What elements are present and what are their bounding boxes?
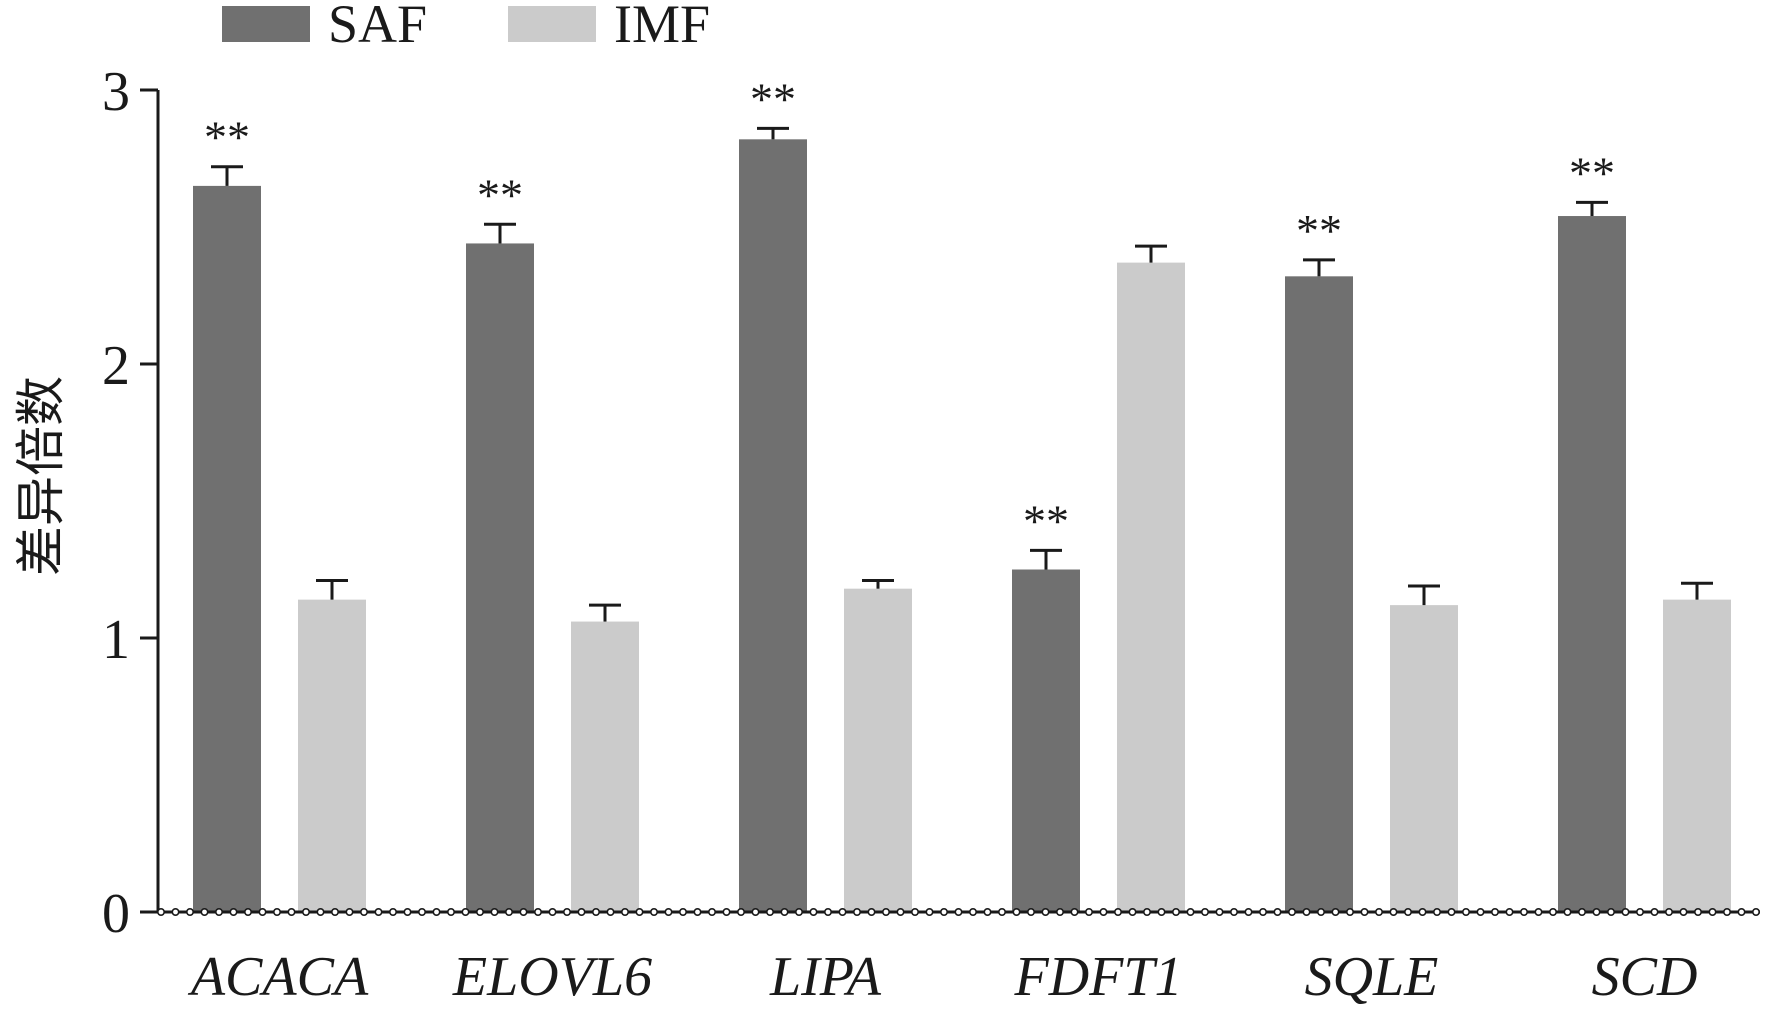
axes: 0 1 2 3: [102, 61, 1761, 945]
error-bar-saf-elovl6: [484, 222, 516, 244]
bar-saf-lipa: [739, 139, 807, 912]
legend-item-imf: IMF: [508, 0, 710, 54]
error-bar-imf-acaca: [316, 578, 348, 600]
error-bars-layer: [211, 126, 1713, 622]
error-bar-saf-sqle: [1303, 258, 1335, 277]
bars-layer: [193, 139, 1731, 913]
y-tick-label-0: 0: [102, 883, 130, 945]
bar-saf-elovl6: [466, 243, 534, 912]
error-bar-saf-scd: [1576, 200, 1608, 217]
error-bar-imf-scd: [1681, 581, 1713, 600]
y-tick-label-2: 2: [102, 335, 130, 397]
x-axis-baseline-dots: [157, 907, 1761, 916]
x-tick-label-fdft1: FDFT1: [1014, 946, 1183, 1008]
x-tick-label-lipa: LIPA: [769, 946, 882, 1008]
bar-saf-fdft1: [1012, 569, 1080, 912]
legend: SAF IMF: [222, 0, 710, 54]
legend-label-saf: SAF: [328, 0, 427, 54]
significance-mark-fdft1: **: [1023, 495, 1069, 546]
bar-imf-fdft1: [1117, 262, 1185, 912]
bar-imf-sqle: [1390, 605, 1458, 912]
significance-mark-sqle: **: [1296, 205, 1342, 256]
error-bar-saf-fdft1: [1030, 548, 1062, 570]
error-bar-imf-sqle: [1408, 584, 1440, 606]
bar-imf-scd: [1663, 599, 1731, 912]
significance-mark-lipa: **: [750, 73, 796, 124]
bar-saf-scd: [1558, 216, 1626, 913]
x-tick-labels: ACACA ELOVL6 LIPA FDFT1 SQLE SCD: [187, 946, 1698, 1008]
y-tick-label-3: 3: [102, 61, 130, 123]
bar-imf-elovl6: [571, 621, 639, 912]
x-tick-label-scd: SCD: [1592, 946, 1698, 1008]
legend-item-saf: SAF: [222, 0, 427, 54]
significance-mark-scd: **: [1569, 147, 1615, 198]
significance-mark-acaca: **: [204, 112, 250, 163]
bar-imf-lipa: [844, 588, 912, 912]
bar-saf-sqle: [1285, 276, 1353, 912]
error-bar-imf-elovl6: [589, 603, 621, 622]
error-bar-saf-lipa: [757, 126, 789, 140]
x-tick-label-acaca: ACACA: [187, 946, 369, 1008]
significance-mark-elovl6: **: [477, 169, 523, 220]
error-bar-saf-acaca: [211, 165, 243, 186]
significance-annotations: ** ** ** ** ** **: [204, 73, 1615, 546]
y-tick-label-1: 1: [102, 609, 130, 671]
error-bar-imf-fdft1: [1135, 244, 1167, 263]
error-bar-imf-lipa: [862, 578, 894, 589]
legend-swatch-imf: [508, 6, 596, 42]
bar-imf-acaca: [298, 599, 366, 912]
legend-label-imf: IMF: [614, 0, 710, 54]
legend-swatch-saf: [222, 6, 310, 42]
bar-saf-acaca: [193, 185, 261, 912]
x-tick-label-sqle: SQLE: [1305, 946, 1439, 1008]
y-axis-label: 差异倍数: [13, 376, 69, 576]
x-tick-label-elovl6: ELOVL6: [452, 946, 652, 1008]
